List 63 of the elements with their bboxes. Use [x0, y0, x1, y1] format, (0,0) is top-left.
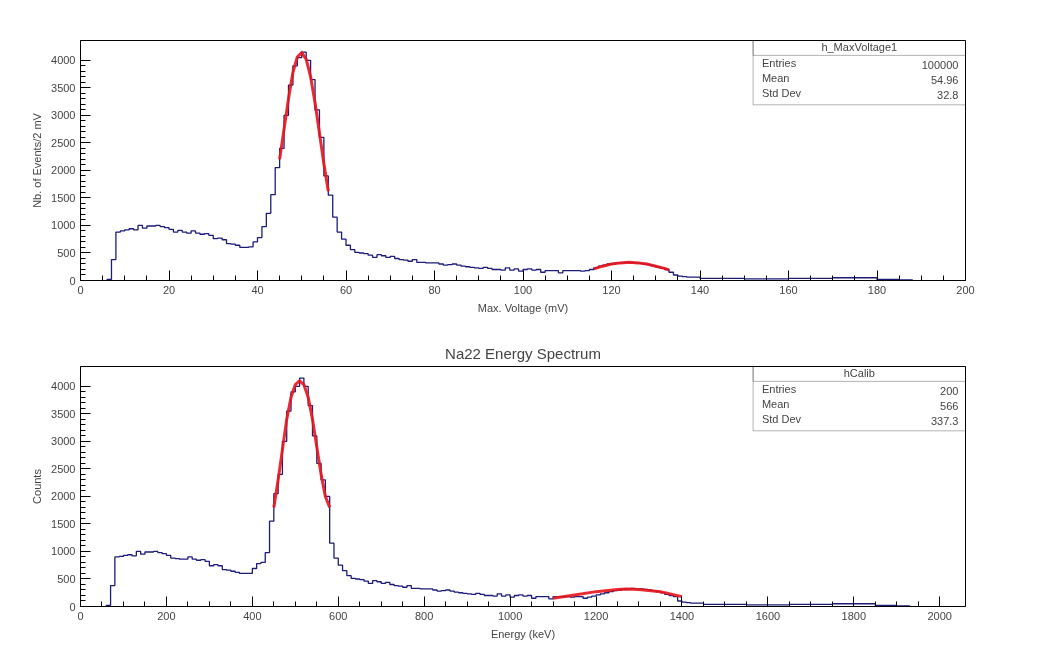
x-tick-label: 80	[428, 283, 441, 296]
line-series	[272, 379, 332, 509]
y-axis-title: Nb. of Events/2 mV	[31, 112, 44, 208]
annotation: Mean	[761, 397, 790, 410]
x-tick-label: 20	[162, 283, 176, 296]
y-tick-label: 2500	[51, 462, 76, 475]
x-tick-label: 200	[956, 283, 975, 296]
y-tick-label: 4000	[51, 54, 76, 67]
x-tick-label: 1000	[497, 609, 523, 622]
annotation: Mean	[761, 71, 790, 84]
x-tick-label: 800	[415, 609, 434, 622]
annotation: 200	[940, 384, 959, 397]
y-axis-title: Counts	[31, 468, 44, 504]
x-tick-label: 0	[77, 609, 84, 622]
x-tick-label: 40	[251, 283, 264, 296]
annotation: hCalib	[843, 367, 875, 380]
x-tick-label: 600	[329, 609, 348, 622]
annotation: 32.8	[937, 88, 959, 101]
y-tick-label: 500	[57, 246, 76, 259]
x-tick-label: 1200	[583, 609, 609, 622]
y-tick-label: 3000	[51, 109, 76, 122]
y-tick-label: 3500	[51, 407, 76, 420]
annotation: 566	[940, 399, 959, 412]
annotation: Std Dev	[761, 412, 802, 425]
x-tick-label: 400	[243, 609, 262, 622]
x-tick-label: 1400	[669, 609, 695, 622]
annotation: 337.3	[930, 414, 959, 427]
x-tick-label: 140	[690, 283, 710, 296]
x-tick-label: 160	[779, 283, 798, 296]
line-series	[551, 587, 684, 600]
y-tick-label: 0	[69, 274, 76, 287]
y-tick-label: 0	[69, 600, 76, 613]
y-tick-label: 4000	[51, 380, 76, 393]
annotation: h_MaxVoltage1	[821, 41, 898, 54]
x-axis-title: Max. Voltage (mV)	[477, 301, 569, 314]
x-tick-label: 120	[602, 283, 621, 296]
y-tick-label: 2000	[51, 490, 76, 503]
y-tick-label: 1500	[51, 517, 76, 530]
line-series	[592, 260, 671, 272]
y-tick-label: 3000	[51, 435, 76, 448]
chart-title: Na22 Energy Spectrum	[445, 344, 601, 362]
line-series	[278, 51, 330, 193]
annotation: 54.96	[930, 73, 959, 86]
x-tick-label: 2000	[927, 609, 952, 622]
annotation: Entries	[761, 382, 797, 395]
y-tick-label: 3500	[51, 81, 76, 94]
x-tick-label: 1800	[841, 609, 867, 622]
y-tick-label: 2500	[51, 136, 76, 149]
y-tick-label: 500	[57, 572, 76, 585]
x-tick-label: 1600	[755, 609, 781, 622]
x-axis-title: Energy (keV)	[490, 627, 556, 640]
y-tick-label: 2000	[51, 164, 76, 177]
x-tick-label: 200	[157, 609, 176, 622]
x-tick-label: 0	[77, 283, 84, 296]
y-tick-label: 1000	[51, 545, 76, 558]
y-tick-label: 1000	[51, 219, 76, 232]
x-tick-label: 60	[339, 283, 353, 296]
y-tick-label: 1500	[51, 191, 76, 204]
x-tick-label: 180	[867, 283, 887, 296]
annotation: Entries	[761, 56, 797, 69]
annotation: Std Dev	[761, 86, 802, 99]
annotation: 100000	[921, 58, 959, 71]
x-tick-label: 100	[513, 283, 533, 296]
